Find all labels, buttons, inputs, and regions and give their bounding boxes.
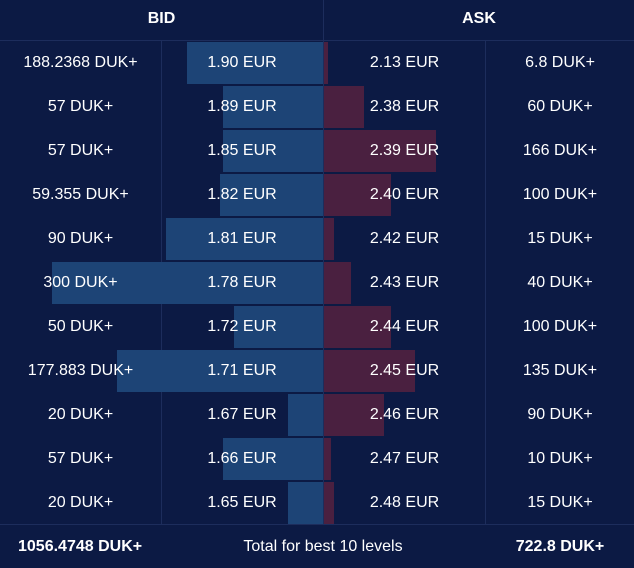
bid-price: 1.65 EUR [207, 494, 277, 511]
order-book-row[interactable]: 188.2368 DUK+ 1.90 EUR 2.13 EUR 6.8 DUK+ [0, 41, 634, 85]
ask-depth-bar [324, 350, 415, 392]
bid-quantity: 57 DUK+ [47, 98, 114, 115]
bid-price: 1.89 EUR [207, 98, 277, 115]
bid-total: 1056.4748 DUK+ [18, 538, 143, 555]
order-book-row[interactable]: 90 DUK+ 1.81 EUR 2.42 EUR 15 DUK+ [0, 217, 634, 261]
ask-header: ASK [462, 10, 496, 27]
bid-price: 1.81 EUR [207, 230, 277, 247]
bid-price: 1.78 EUR [207, 274, 277, 291]
bid-price: 1.90 EUR [207, 54, 277, 71]
order-book-row[interactable]: 20 DUK+ 1.65 EUR 2.48 EUR 15 DUK+ [0, 481, 634, 525]
bid-header: BID [147, 10, 176, 27]
ask-quantity: 90 DUK+ [527, 406, 593, 423]
ask-quantity: 135 DUK+ [522, 362, 598, 379]
ask-price: 2.46 EUR [369, 406, 440, 423]
ask-price: 2.47 EUR [369, 450, 440, 467]
ask-depth-bar [324, 218, 334, 260]
ask-quantity: 40 DUK+ [527, 274, 593, 291]
order-book-row[interactable]: 57 DUK+ 1.85 EUR 2.39 EUR 166 DUK+ [0, 129, 634, 173]
center-divider [323, 0, 324, 524]
bid-price: 1.66 EUR [207, 450, 277, 467]
ask-depth-bar [324, 306, 391, 348]
bid-depth-bar [223, 86, 323, 128]
ask-price: 2.13 EUR [369, 54, 440, 71]
bid-price: 1.67 EUR [207, 406, 277, 423]
ask-quantity: 6.8 DUK+ [525, 54, 595, 71]
ask-total: 722.8 DUK+ [515, 538, 605, 555]
ask-depth-bar [324, 262, 351, 304]
bid-quantity: 300 DUK+ [43, 274, 118, 291]
bid-depth-bar [117, 350, 323, 392]
ask-depth-bar [324, 438, 331, 480]
bid-quantity: 57 DUK+ [47, 142, 114, 159]
ask-quantity: 10 DUK+ [527, 450, 593, 467]
order-book-rows: 188.2368 DUK+ 1.90 EUR 2.13 EUR 6.8 DUK+ 57 … [0, 41, 634, 525]
ask-price: 2.45 EUR [369, 362, 440, 379]
bid-quantity: 20 DUK+ [47, 494, 114, 511]
ask-price: 2.44 EUR [369, 318, 440, 335]
bid-depth-bar [223, 130, 323, 172]
ask-price: 2.38 EUR [369, 98, 440, 115]
ask-price: 2.43 EUR [369, 274, 440, 291]
ask-depth-bar [324, 482, 334, 524]
order-book-row[interactable]: 57 DUK+ 1.66 EUR 2.47 EUR 10 DUK+ [0, 437, 634, 481]
bid-quantity: 50 DUK+ [47, 318, 114, 335]
ask-price: 2.40 EUR [369, 186, 440, 203]
ask-price: 2.48 EUR [369, 494, 440, 511]
bid-quantity: 20 DUK+ [47, 406, 114, 423]
bid-quantity: 59.355 DUK+ [32, 186, 129, 203]
bid-price: 1.85 EUR [207, 142, 277, 159]
bid-depth-bar [187, 42, 323, 84]
bid-price: 1.71 EUR [207, 362, 277, 379]
order-book-row[interactable]: 177.883 DUK+ 1.71 EUR 2.45 EUR 135 DUK+ [0, 349, 634, 393]
bid-depth-bar [223, 438, 323, 480]
bid-quantity: 57 DUK+ [47, 450, 114, 467]
order-book-header: BID ASK [0, 0, 634, 41]
ask-depth-bar [324, 130, 436, 172]
bid-quantity: 177.883 DUK+ [27, 362, 134, 379]
ask-price: 2.39 EUR [369, 142, 440, 159]
order-book-row[interactable]: 20 DUK+ 1.67 EUR 2.46 EUR 90 DUK+ [0, 393, 634, 437]
ask-price: 2.42 EUR [369, 230, 440, 247]
bid-price: 1.82 EUR [207, 186, 277, 203]
total-label: Total for best 10 levels [243, 538, 403, 555]
ask-depth-bar [324, 394, 384, 436]
ask-quantity: 60 DUK+ [527, 98, 593, 115]
order-book-footer: 1056.4748 DUK+ Total for best 10 levels … [0, 524, 634, 568]
bid-depth-bar [166, 218, 323, 260]
order-book-row[interactable]: 59.355 DUK+ 1.82 EUR 2.40 EUR 100 DUK+ [0, 173, 634, 217]
ask-quantity: 15 DUK+ [527, 230, 593, 247]
bid-depth-bar [234, 306, 323, 348]
order-book-row[interactable]: 300 DUK+ 1.78 EUR 2.43 EUR 40 DUK+ [0, 261, 634, 305]
ask-quantity: 15 DUK+ [527, 494, 593, 511]
bid-quantity: 188.2368 DUK+ [23, 54, 138, 71]
bid-depth-bar [220, 174, 323, 216]
ask-depth-bar [324, 174, 391, 216]
ask-quantity: 100 DUK+ [522, 186, 598, 203]
ask-column-divider [485, 41, 486, 524]
bid-depth-bar [52, 262, 323, 304]
bid-depth-bar [288, 394, 323, 436]
bid-depth-bar [288, 482, 323, 524]
ask-depth-bar [324, 42, 328, 84]
order-book-row[interactable]: 57 DUK+ 1.89 EUR 2.38 EUR 60 DUK+ [0, 85, 634, 129]
order-book-row[interactable]: 50 DUK+ 1.72 EUR 2.44 EUR 100 DUK+ [0, 305, 634, 349]
ask-quantity: 100 DUK+ [522, 318, 598, 335]
bid-quantity: 90 DUK+ [47, 230, 114, 247]
ask-quantity: 166 DUK+ [522, 142, 598, 159]
bid-price: 1.72 EUR [207, 318, 277, 335]
ask-depth-bar [324, 86, 364, 128]
